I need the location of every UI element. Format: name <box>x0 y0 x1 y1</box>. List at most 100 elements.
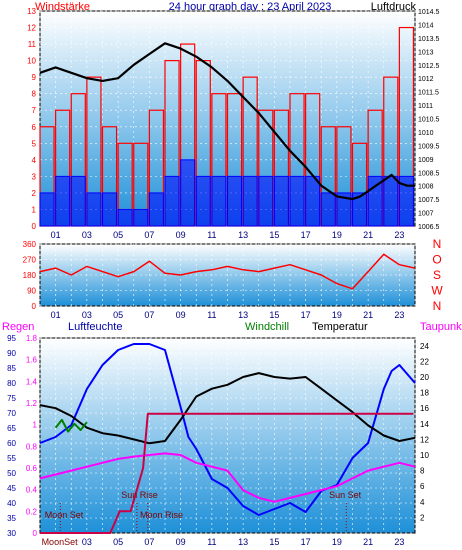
series-temperatur <box>39 372 416 445</box>
pressure-y-tick-1008.5: 1008.5 <box>418 170 440 177</box>
legend-taupunkt: Taupunkt <box>420 321 462 333</box>
pressure-axis-title: Luftdruck <box>371 1 417 13</box>
direction-y-tick-270: 270 <box>23 256 37 265</box>
humidity-y-tick-50: 50 <box>7 469 16 478</box>
humidity-y-tick-60: 60 <box>7 439 16 448</box>
pressure-y-tick-1013.5: 1013.5 <box>418 36 440 43</box>
wind-y-tick-9: 9 <box>32 73 37 82</box>
avg-wind-bar <box>148 192 164 227</box>
avg-wind-bar <box>289 175 305 227</box>
avg-wind-bar <box>336 192 352 227</box>
pressure-y-tick-1010.5: 1010.5 <box>418 117 440 124</box>
wind-x-tick-21: 21 <box>363 230 373 240</box>
avg-wind-bar <box>211 175 227 227</box>
wind-y-tick-6: 6 <box>32 123 37 132</box>
pressure-y-tick-1007: 1007 <box>418 211 434 218</box>
legend-windchill: Windchill <box>245 321 289 333</box>
humidity-y-tick-65: 65 <box>7 424 16 433</box>
avg-wind-bar <box>242 175 258 227</box>
humidity-y-tick-35: 35 <box>7 514 16 523</box>
annotation-sun-set: Sun Set <box>329 490 362 500</box>
annotation-moon-rise: Moon Rise <box>140 510 183 520</box>
temp-y-tick-18: 18 <box>420 389 429 398</box>
wind-x-tick-23: 23 <box>394 230 404 240</box>
direction-x-tick-13: 13 <box>238 310 248 320</box>
avg-wind-bar <box>180 159 196 227</box>
direction-line <box>39 253 416 290</box>
series-luftfeuchte <box>39 343 416 516</box>
temp-x-tick-11: 11 <box>207 537 216 547</box>
rain-y-tick-0: 0 <box>33 529 38 538</box>
temp-y-tick-22: 22 <box>420 357 429 366</box>
temp-x-tick-15: 15 <box>269 537 279 547</box>
pressure-y-tick-1006.5: 1006.5 <box>418 224 440 231</box>
direction-compass-1: W <box>431 284 443 298</box>
direction-x-tick-09: 09 <box>176 310 186 320</box>
rain-y-tick-0.8: 0.8 <box>26 442 38 451</box>
wind-x-tick-03: 03 <box>82 230 92 240</box>
wind-x-tick-17: 17 <box>301 230 311 240</box>
direction-compass-2: S <box>433 268 441 282</box>
wind-y-tick-0: 0 <box>32 222 37 231</box>
wind-y-tick-11: 11 <box>28 40 37 49</box>
wind-y-tick-2: 2 <box>32 189 37 198</box>
pressure-line <box>39 42 415 201</box>
temp-y-tick-16: 16 <box>420 404 429 413</box>
pressure-y-tick-1014.5: 1014.5 <box>418 9 440 16</box>
humidity-y-tick-95: 95 <box>7 334 16 343</box>
direction-x-tick-11: 11 <box>207 310 216 320</box>
wind-x-tick-07: 07 <box>144 230 154 240</box>
pressure-y-tick-1012: 1012 <box>418 76 434 83</box>
direction-x-tick-05: 05 <box>113 310 123 320</box>
rain-y-tick-1: 1 <box>33 421 38 430</box>
avg-wind-bar <box>164 175 180 227</box>
humidity-y-tick-55: 55 <box>7 454 16 463</box>
avg-wind-bar <box>195 175 211 227</box>
pressure-y-tick-1013: 1013 <box>418 49 434 56</box>
pressure-y-tick-1009: 1009 <box>418 157 434 164</box>
temp-y-tick-2: 2 <box>420 513 425 522</box>
humidity-y-tick-85: 85 <box>7 364 16 373</box>
direction-x-tick-01: 01 <box>51 310 61 320</box>
temp-y-tick-4: 4 <box>420 498 425 507</box>
avg-wind-bar <box>39 192 55 227</box>
temp-plot-area <box>39 337 416 534</box>
rain-y-tick-0.4: 0.4 <box>26 486 38 495</box>
avg-wind-bar <box>70 175 86 227</box>
direction-x-tick-19: 19 <box>332 310 342 320</box>
direction-y-tick-180: 180 <box>23 271 37 280</box>
wind-y-tick-4: 4 <box>32 156 37 165</box>
pressure-y-tick-1011.5: 1011.5 <box>418 90 439 97</box>
wind-y-tick-1: 1 <box>32 205 37 214</box>
wind-y-tick-12: 12 <box>27 24 36 33</box>
pressure-y-tick-1009.5: 1009.5 <box>418 143 440 150</box>
temp-x-tick-07: 07 <box>144 537 154 547</box>
wind-y-tick-13: 13 <box>27 7 36 16</box>
rain-y-tick-1.4: 1.4 <box>26 377 38 386</box>
temp-x-tick-09: 09 <box>176 537 186 547</box>
wind-x-tick-11: 11 <box>207 230 216 240</box>
avg-wind-bar <box>273 175 289 227</box>
avg-wind-bar <box>55 175 71 227</box>
direction-x-tick-03: 03 <box>82 310 92 320</box>
wind-x-tick-19: 19 <box>332 230 342 240</box>
humidity-y-tick-45: 45 <box>7 484 16 493</box>
legend-temperatur: Temperatur <box>312 321 368 333</box>
avg-wind-bar <box>102 192 118 227</box>
chart-title: 24 hour graph day : 23 April 2023 <box>169 1 332 13</box>
wind-y-tick-7: 7 <box>32 106 37 115</box>
rain-y-tick-0.2: 0.2 <box>26 507 38 516</box>
annotation-moonset: MoonSet <box>42 537 79 547</box>
avg-wind-bar <box>305 175 321 227</box>
annotation-sun-rise: Sun Rise <box>121 490 158 500</box>
direction-compass-0: N <box>433 299 442 313</box>
temp-y-tick-20: 20 <box>420 373 429 382</box>
direction-compass-4: N <box>433 237 442 251</box>
avg-wind-bar <box>320 192 336 227</box>
avg-wind-bar <box>383 175 399 227</box>
direction-x-tick-07: 07 <box>144 310 154 320</box>
temp-y-tick-14: 14 <box>420 420 429 429</box>
pressure-y-tick-1007.5: 1007.5 <box>418 197 440 204</box>
rain-y-tick-1.6: 1.6 <box>26 356 38 365</box>
temp-x-tick-17: 17 <box>301 537 311 547</box>
